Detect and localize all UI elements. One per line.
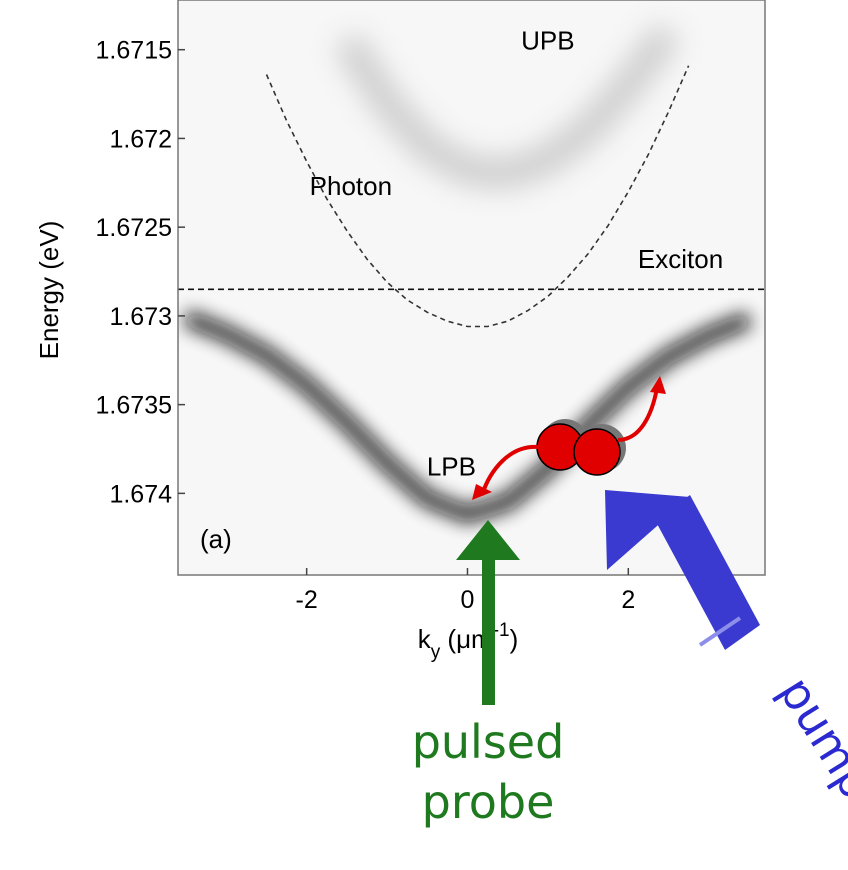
curve-label: UPB <box>521 26 574 56</box>
x-tick-label: 2 <box>621 586 635 614</box>
axes: 1.6715 1.672 1.6725 1.673 1.6735 1.674 -2 0 2 <box>96 37 636 614</box>
y-tick-label: 1.6735 <box>96 392 172 420</box>
probe-label: probe <box>422 775 555 829</box>
pump-arrow <box>605 490 760 650</box>
x-tick-label: 0 <box>461 586 475 614</box>
plot-frame <box>177 0 766 576</box>
y-axis-label: Energy (eV) <box>34 221 64 360</box>
y-tick-label: 1.674 <box>109 480 172 508</box>
plot-area <box>178 0 765 575</box>
x-label-sup: -1 <box>493 620 510 641</box>
probe-arrow <box>456 520 520 705</box>
x-axis-label: ky (μm-1) <box>418 620 519 663</box>
panel-label: (a) <box>200 524 232 554</box>
y-tick-label: 1.672 <box>109 125 172 153</box>
series-line <box>265 65 690 328</box>
pump-label: pump <box>769 667 848 808</box>
plot-content <box>178 22 765 524</box>
y-tick-label: 1.6725 <box>96 214 172 242</box>
x-label-part: k <box>418 624 432 654</box>
probe-label: pulsed <box>412 715 565 769</box>
x-label-part: ) <box>510 624 519 654</box>
x-tick-label: -2 <box>296 586 318 614</box>
y-tick-label: 1.673 <box>109 303 172 331</box>
polariton-pair <box>472 376 666 500</box>
y-tick-label: 1.6715 <box>96 37 172 65</box>
curve-label: Exciton <box>638 244 723 274</box>
series-line <box>183 310 752 524</box>
curve-label: Photon <box>310 171 392 201</box>
x-label-sub: y <box>431 642 441 663</box>
series-line <box>334 22 681 190</box>
curve-label: LPB <box>427 452 476 482</box>
